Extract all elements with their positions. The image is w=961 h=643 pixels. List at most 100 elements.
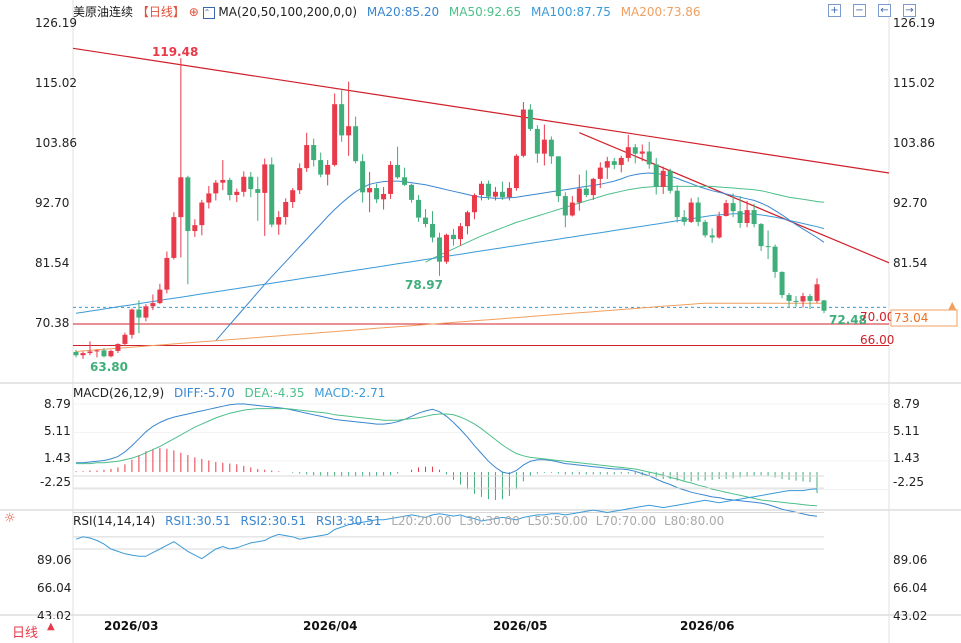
macd-diff-value: DIFF:-5.70: [173, 386, 235, 400]
macd-tick-left: 8.79: [44, 397, 71, 411]
rsi3-value: RSI3:30.51: [315, 514, 382, 528]
y-tick-left: 70.38: [35, 316, 69, 330]
candle: [464, 212, 470, 227]
candle: [576, 188, 582, 203]
sun-icon[interactable]: ☼: [4, 511, 16, 526]
candle: [143, 306, 149, 318]
candle: [807, 296, 813, 301]
ma200-value: MA200:73.86: [620, 5, 701, 19]
candle: [311, 145, 317, 161]
y-tick-right: 103.86: [893, 136, 935, 150]
ma20-value: MA20:85.20: [366, 5, 440, 19]
candle: [478, 183, 484, 196]
candle: [234, 191, 240, 196]
candle: [814, 284, 820, 301]
candle: [150, 303, 156, 307]
price-header: 美原油连续 【日线】 ⊕ ⌃ MA(20,50,100,200,0,0) MA2…: [73, 3, 701, 20]
y-tick-left: 92.70: [35, 196, 69, 210]
y-tick-right: 92.70: [893, 196, 927, 210]
y-tick-left: 115.02: [35, 76, 77, 90]
zoom-in-button[interactable]: +: [828, 4, 841, 17]
rsi2-value: RSI2:30.51: [240, 514, 307, 528]
candle: [541, 139, 547, 154]
candle: [681, 217, 687, 222]
candle: [786, 295, 792, 301]
macd-plot: [73, 403, 889, 517]
candle: [80, 353, 86, 356]
move-right-button[interactable]: →: [903, 4, 916, 17]
candle: [716, 215, 722, 238]
rsi-l70: L70:70.00: [595, 514, 657, 528]
candle: [101, 350, 107, 357]
ma200-tag: 73.04: [894, 311, 928, 325]
candle: [653, 164, 659, 187]
candle: [374, 188, 380, 200]
macd-header: MACD(26,12,9) DIFF:-5.70 DEA:-4.35 MACD:…: [73, 386, 385, 400]
settings-icon[interactable]: ⊕: [188, 5, 199, 19]
ma-line-ma20: [215, 172, 825, 342]
period-label[interactable]: 【日线】: [136, 5, 185, 19]
y-tick-left: 81.54: [35, 256, 69, 270]
period-tab[interactable]: 日线 ▲: [0, 619, 66, 643]
candle: [157, 289, 163, 304]
candle: [304, 145, 310, 169]
macd-dea-value: DEA:-4.35: [244, 386, 305, 400]
candle: [513, 155, 519, 189]
candle: [297, 168, 303, 191]
rsi1-value: RSI1:30.51: [165, 514, 231, 528]
candle: [730, 203, 736, 212]
candle: [213, 182, 219, 194]
candle: [276, 217, 282, 225]
candle: [723, 203, 729, 216]
candle: [632, 147, 638, 154]
candle: [388, 164, 394, 194]
zoom-out-button[interactable]: −: [853, 4, 866, 17]
candle: [136, 309, 142, 318]
candle: [737, 211, 743, 223]
candle: [562, 196, 568, 216]
candle: [416, 199, 422, 218]
candle: [520, 109, 526, 156]
candle: [339, 104, 345, 136]
rsi-l20: L20:20.00: [391, 514, 452, 528]
y-tick-right: 126.19: [893, 16, 935, 30]
indicator-box-icon[interactable]: ⌃: [202, 6, 215, 19]
candle: [660, 170, 666, 187]
x-tick-label: 2026/04: [303, 619, 357, 633]
candle: [353, 126, 359, 162]
candle: [87, 351, 93, 354]
candle: [779, 271, 785, 296]
candle: [709, 235, 715, 238]
candle: [423, 217, 429, 225]
candle: [395, 164, 401, 178]
macd-tick-right: 5.11: [893, 424, 920, 438]
candle: [583, 188, 589, 196]
ma50-value: MA50:92.65: [448, 5, 522, 19]
arrow-up-icon[interactable]: ▲: [948, 299, 957, 312]
candle: [667, 170, 673, 191]
candle: [527, 109, 533, 129]
candle: [597, 167, 603, 179]
ma100-value: MA100:87.75: [530, 5, 611, 19]
candle: [555, 156, 561, 197]
candle: [402, 177, 408, 185]
candle: [178, 177, 184, 218]
candle: [220, 179, 226, 183]
candle: [227, 179, 233, 196]
candle: [73, 351, 79, 356]
candle: [751, 210, 757, 225]
candle: [590, 178, 596, 196]
macd-title: MACD(26,12,9): [73, 386, 165, 400]
move-left-button[interactable]: ←: [878, 4, 891, 17]
candle: [702, 221, 708, 236]
candle: [437, 237, 443, 262]
y-tick-left: 103.86: [35, 136, 77, 150]
candle: [618, 157, 624, 165]
candle: [674, 190, 680, 218]
candle: [115, 343, 121, 351]
candle: [688, 202, 694, 222]
ma-params: MA(20,50,100,200,0,0): [218, 5, 358, 19]
candle: [695, 202, 701, 222]
candle: [604, 161, 610, 168]
candle: [611, 161, 617, 165]
